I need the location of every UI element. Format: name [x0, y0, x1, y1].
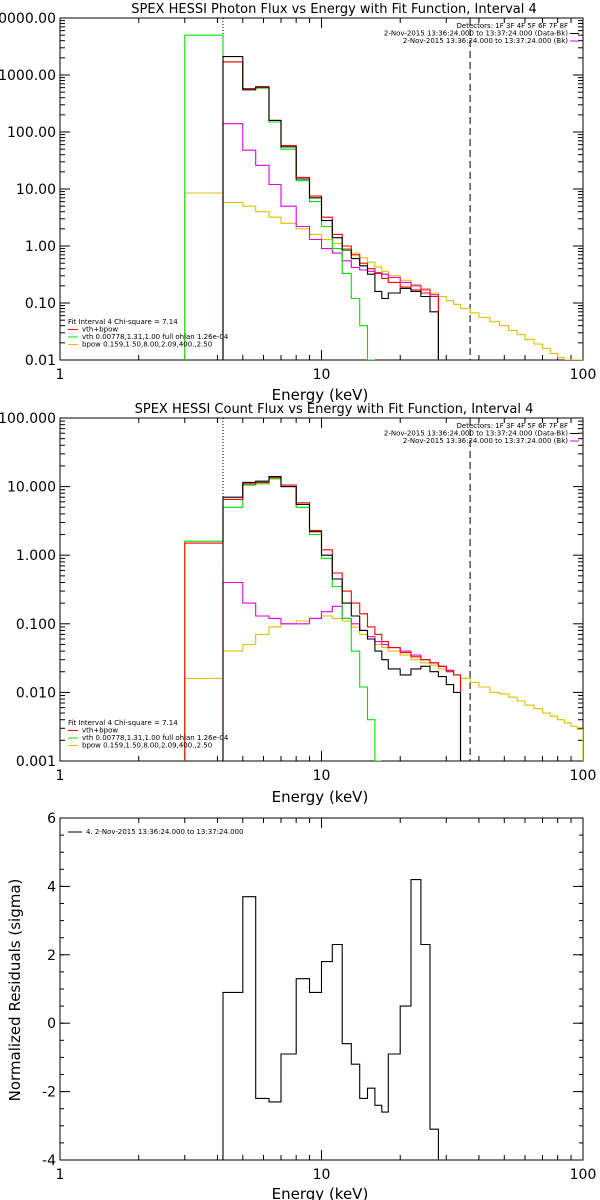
count-flux-plot: 1 10 100 0.001 0.010 0.100 1.000 10.000 100.000 D…	[0, 411, 596, 784]
x-tick-label: 1	[56, 768, 65, 784]
y-tick-label: 0.001	[16, 754, 56, 770]
y-tick-label: 0.010	[16, 685, 56, 701]
x-tick-label: 10	[313, 367, 331, 383]
x-tick-label: 100	[570, 768, 597, 784]
photon-flux-panel: SPEX HESSI Photon Flux vs Energy with Fi…	[0, 2, 596, 404]
y-tick-label: 1.000	[16, 548, 56, 564]
series-data	[222, 476, 462, 761]
x-tick-label: 1	[56, 367, 65, 383]
fit-legend-entry: Fit Interval 4 Chi-square = 7.14	[68, 318, 178, 326]
y-axis-label: Normalized Residuals (sigma)	[6, 879, 24, 1102]
series-data	[222, 56, 439, 360]
x-axis-label: Energy (keV)	[272, 1185, 369, 1200]
header-line: 2-Nov-2015 13:36:24.000 to 13:37:24.000 …	[403, 437, 568, 445]
x-tick-label: 100	[570, 367, 597, 383]
y-tick-label: 10.00	[16, 182, 56, 198]
fit-legend-entry: bpow 0.159,1.50,8.00,2.09,400.,2.50	[82, 742, 212, 750]
y-tick-label: 0	[47, 1016, 56, 1032]
y-tick-label: 0.10	[25, 296, 56, 312]
y-tick-label: 0000.00	[0, 11, 56, 27]
y-tick-label: 2	[47, 948, 56, 964]
x-tick-label: 1	[56, 1167, 65, 1183]
plot-frame	[59, 17, 584, 361]
series-background-model	[222, 123, 439, 360]
residuals-plot: 1 10 100 -4 -2 0 2 4 6 4. 2-Nov-2015 13:36:24.000…	[42, 811, 596, 1183]
chart-title: SPEX HESSI Photon Flux vs Energy with Fi…	[131, 2, 537, 17]
fit-legend-entry: vth 0.00778,1.31,1.00 full ohlan 1.26e-0…	[82, 333, 229, 341]
series-total-fit	[184, 477, 462, 761]
x-axis-label: Energy (keV)	[272, 788, 369, 806]
y-tick-label: 1.00	[25, 239, 56, 255]
y-tick-label: 0.01	[25, 353, 56, 369]
plot-frame	[59, 417, 584, 762]
fit-legend-entry: vth+bpow	[82, 727, 118, 735]
header-line: 2-Nov-2015 13:36:24.000 to 13:37:24.000 …	[403, 37, 568, 45]
x-tick-label: 10	[313, 768, 331, 784]
residuals-panel: 1 10 100 -4 -2 0 2 4 6 4. 2-Nov-2015 13:36:24.000…	[6, 811, 596, 1200]
count-flux-panel: SPEX HESSI Count Flux vs Energy with Fit…	[0, 402, 596, 806]
y-tick-label: 10.000	[7, 480, 56, 496]
fit-legend-entry: bpow 0.159,1.50,8.00,2.09,400.,2.50	[82, 341, 212, 349]
photon-flux-plot: 1 10 100 0.01 0.10 1.00 10.00 100.00 1000.00 0000…	[0, 11, 596, 383]
series-vth	[184, 34, 375, 360]
y-tick-label: 6	[47, 811, 56, 827]
residual-legend-entry: 4. 2-Nov-2015 13:36:24.000 to 13:37:24.0…	[86, 828, 243, 836]
y-tick-label: -4	[42, 1153, 56, 1169]
y-tick-label: 4	[47, 879, 56, 895]
series-bpow	[184, 615, 583, 761]
fit-legend-entry: vth+bpow	[82, 326, 118, 334]
x-tick-label: 100	[570, 1167, 597, 1183]
series-bpow	[184, 192, 583, 360]
x-axis-label: Energy (keV)	[272, 386, 369, 404]
y-tick-label: -2	[42, 1085, 56, 1101]
series-data	[222, 879, 439, 1160]
header-line: 2-Nov-2015 13:36:24.000 to 13:37:24.000 …	[384, 430, 568, 438]
chart-title: SPEX HESSI Count Flux vs Energy with Fit…	[135, 402, 534, 417]
header-line: Detectors: 1F 3F 4F 5F 6F 7F 8F	[457, 422, 568, 430]
fit-legend-entry: vth 0.00778,1.31,1.00 full ohlan 1.26e-0…	[82, 734, 229, 742]
x-tick-label: 10	[313, 1167, 331, 1183]
header-line: 2-Nov-2015 13:36:24.000 to 13:37:24.000 …	[384, 30, 568, 38]
series-vth	[184, 478, 382, 761]
fit-legend-entry: Fit Interval 4 Chi-square = 7.14	[68, 719, 178, 727]
header-line: Detectors: 1F 3F 4F 5F 6F 7F 8F	[457, 22, 568, 30]
y-tick-label: 1000.00	[0, 68, 56, 84]
y-tick-label: 100.000	[0, 411, 56, 427]
y-tick-label: 0.100	[16, 617, 56, 633]
y-tick-label: 100.00	[7, 125, 56, 141]
